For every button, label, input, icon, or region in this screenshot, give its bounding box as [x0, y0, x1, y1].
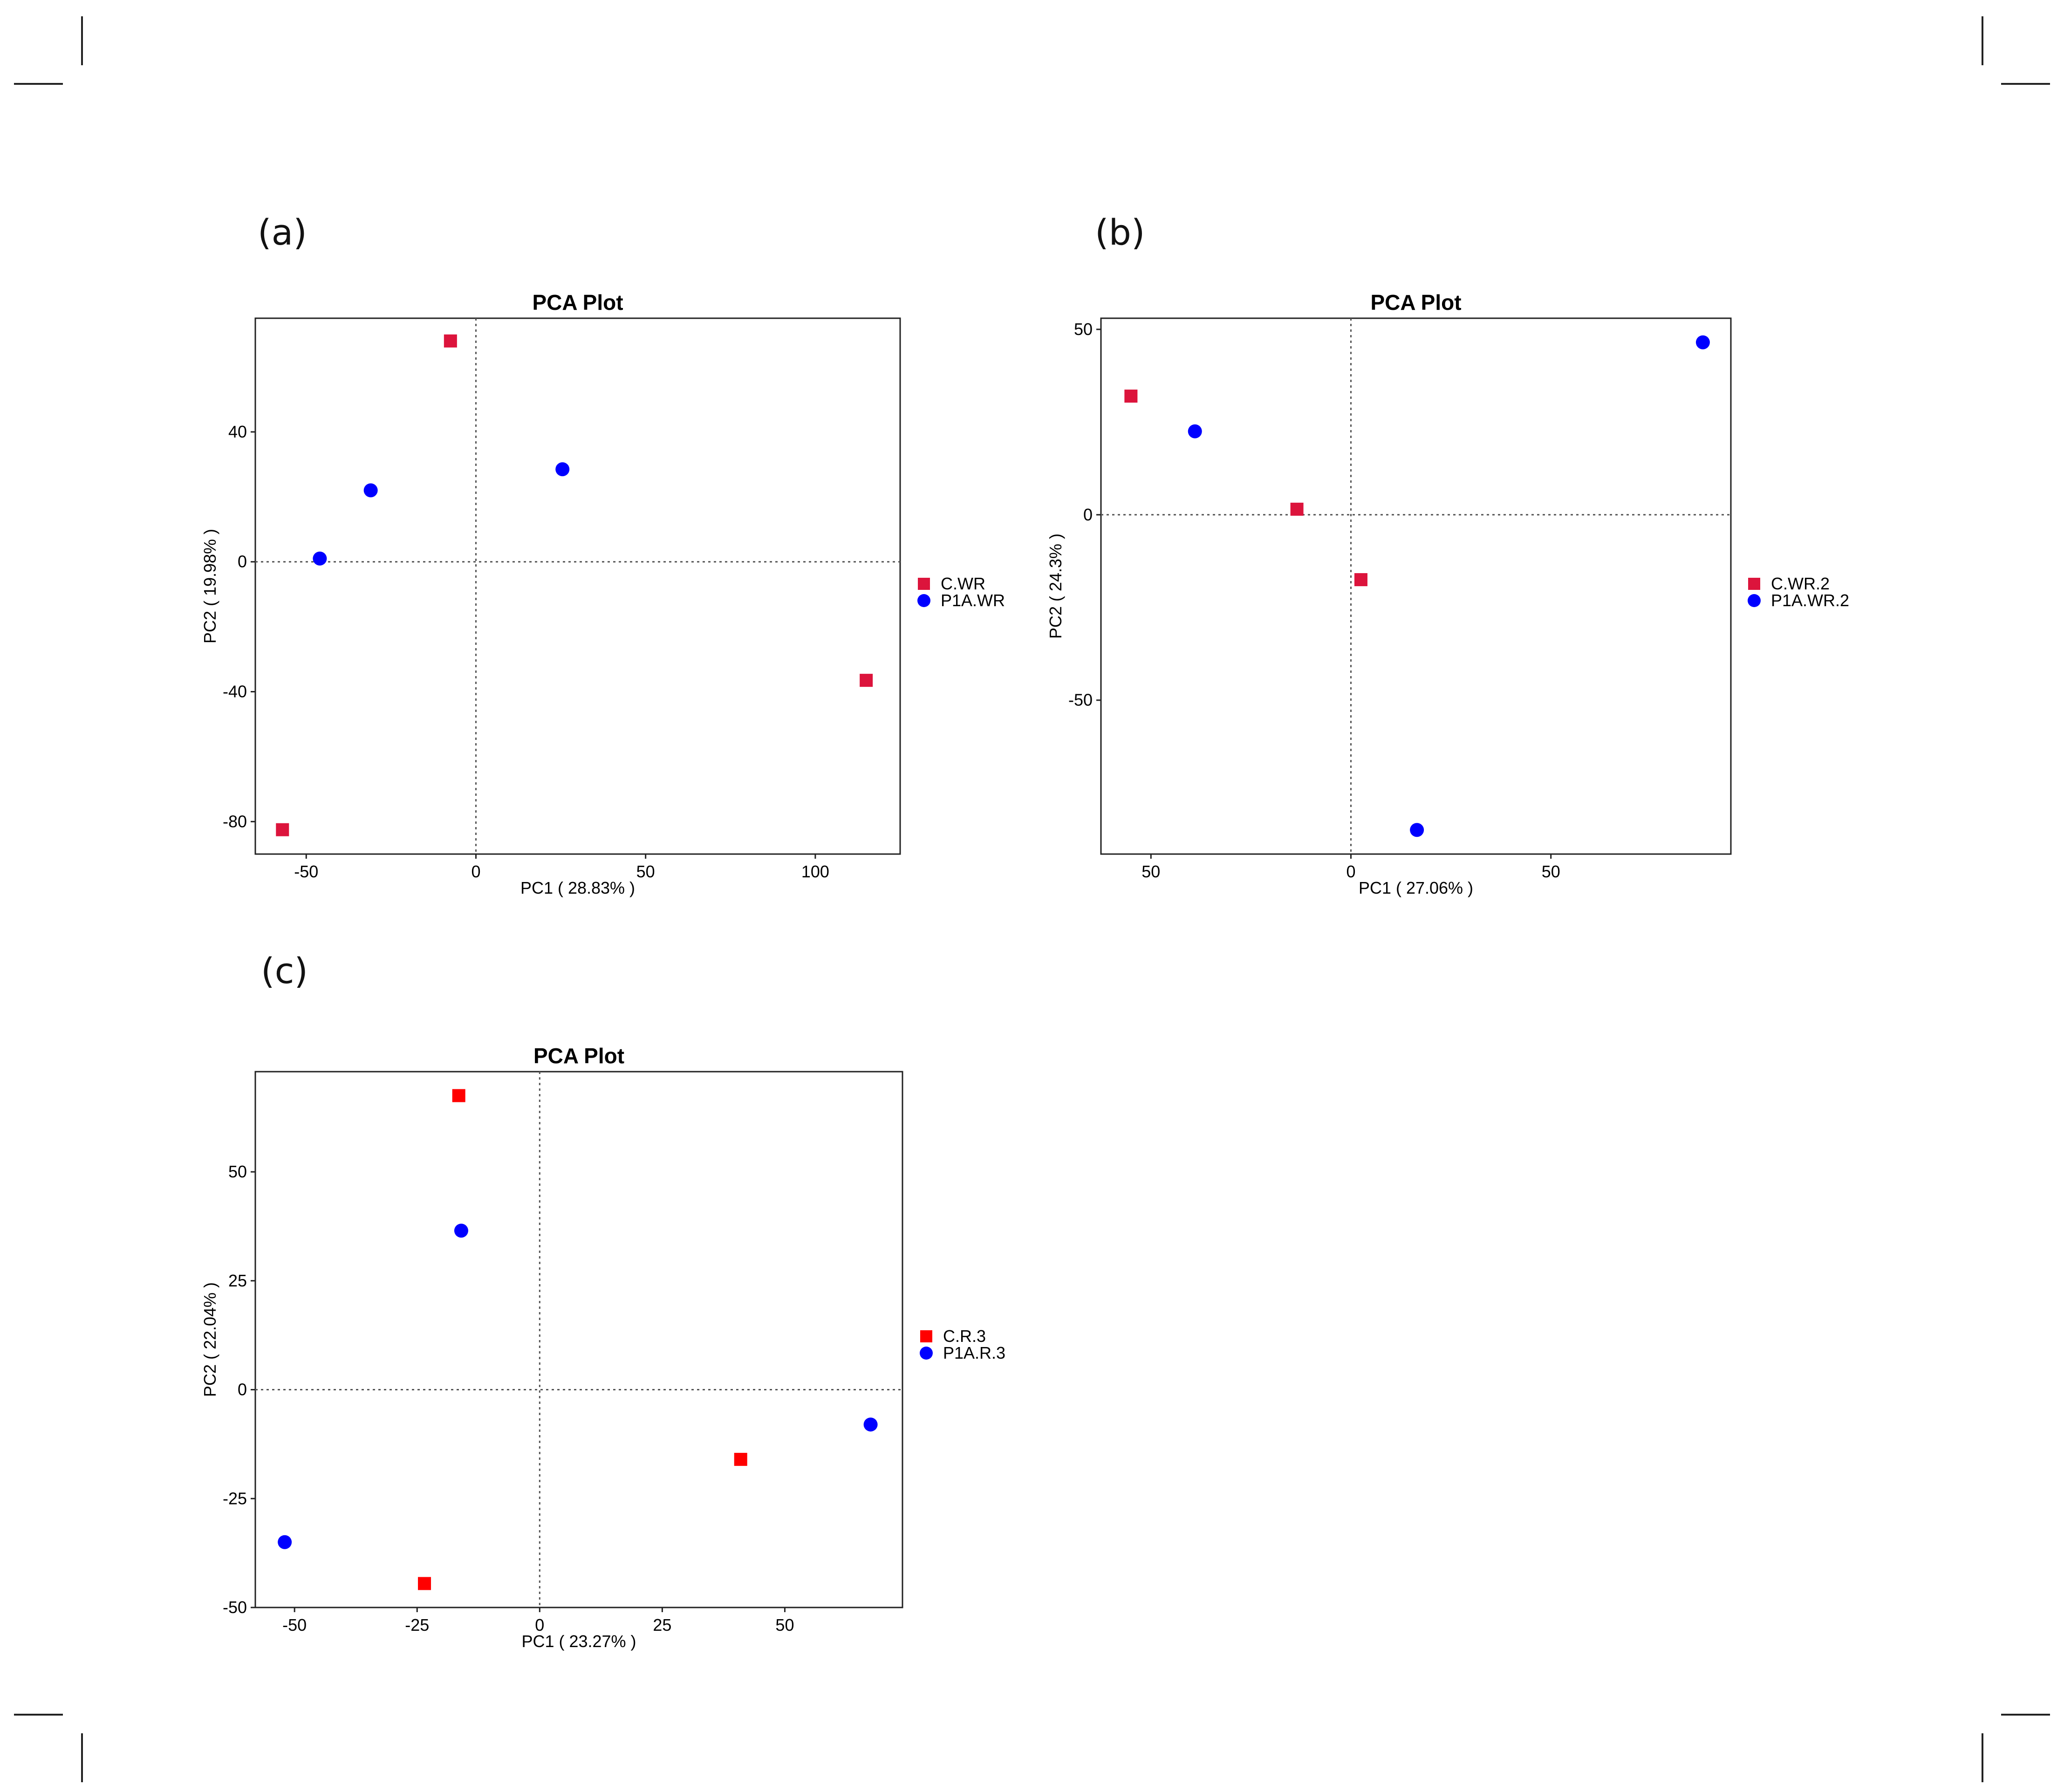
y-tick-label: 40: [228, 422, 247, 441]
data-point-square: [1124, 390, 1138, 403]
x-tick-label: 100: [801, 862, 829, 881]
y-tick-label: 50: [1074, 320, 1093, 339]
pca-panel: (a) PCA Plot -50 0 50 100 -80 -40 0 40 PC1 ( 28.83…: [200, 212, 1005, 897]
y-tick-label: -50: [1068, 691, 1093, 710]
plot-title: PCA Plot: [532, 290, 623, 315]
data-point-circle: [313, 551, 327, 566]
crop-marks: [14, 16, 2050, 1782]
data-point-square: [860, 674, 873, 687]
x-tick-label: 50: [636, 862, 655, 881]
pca-panel: (b) PCA Plot 50 0 50 -50 0 50 PC1 ( 27.06% ) PC2 …: [1046, 212, 1849, 897]
y-axis-label: PC2 ( 19.98% ): [200, 529, 219, 643]
legend-label: P1A.R.3: [943, 1343, 1005, 1362]
data-point-circle: [555, 462, 570, 477]
y-tick-label: -25: [223, 1489, 247, 1508]
data-point-square: [452, 1089, 465, 1102]
plot-frame: [254, 1071, 903, 1608]
plot-frame: [254, 317, 901, 855]
data-point-circle: [363, 483, 378, 498]
y-tick-label: -40: [223, 682, 247, 701]
panel-label: (b): [1095, 212, 1145, 253]
x-axis-label: PC1 ( 28.83% ): [520, 878, 635, 897]
data-point-square: [734, 1453, 747, 1466]
legend-label: P1A.WR: [941, 591, 1005, 610]
legend-key: [917, 594, 930, 607]
legend-key: [918, 578, 930, 590]
legend-key: [1748, 594, 1761, 607]
y-tick-label: -50: [223, 1598, 247, 1617]
y-tick-label: 25: [228, 1271, 247, 1290]
legend-label: C.R.3: [943, 1327, 986, 1346]
x-tick-label: -50: [294, 862, 318, 881]
legend-label: C.WR.2: [1771, 574, 1830, 593]
plot-title: PCA Plot: [1370, 290, 1461, 315]
legend-key: [920, 1330, 932, 1342]
panel-label: (c): [261, 950, 308, 992]
y-tick-label: 0: [238, 552, 247, 571]
data-point-circle: [1695, 335, 1710, 349]
x-tick-label: 50: [1141, 862, 1160, 881]
x-tick-label: -50: [282, 1615, 307, 1635]
data-point-square: [1290, 502, 1304, 516]
legend-key: [920, 1347, 933, 1360]
x-tick-label: 50: [1542, 862, 1560, 881]
y-tick-label: 0: [238, 1380, 247, 1399]
data-point-circle: [454, 1224, 468, 1238]
x-tick-label: 0: [471, 862, 480, 881]
plot-frame: [1100, 317, 1732, 855]
x-axis-label: PC1 ( 23.27% ): [521, 1632, 636, 1651]
data-point-square: [1354, 573, 1367, 587]
panel-label: (a): [258, 212, 307, 253]
data-point-square: [444, 334, 457, 348]
x-tick-label: 0: [535, 1615, 544, 1635]
x-tick-label: -25: [405, 1615, 429, 1635]
x-tick-label: 0: [1346, 862, 1355, 881]
y-axis-label: PC2 ( 24.3% ): [1046, 533, 1065, 639]
legend-key: [1748, 578, 1760, 590]
data-point-circle: [863, 1417, 878, 1432]
y-tick-label: 0: [1083, 505, 1093, 524]
y-axis-label: PC2 ( 22.04% ): [200, 1282, 219, 1397]
data-point-circle: [1410, 823, 1424, 837]
x-tick-label: 25: [653, 1615, 671, 1635]
x-axis-label: PC1 ( 27.06% ): [1359, 878, 1473, 897]
legend-label: P1A.WR.2: [1771, 591, 1849, 610]
plot-title: PCA Plot: [533, 1044, 624, 1068]
pca-panel: (c) PCA Plot -50 -25 0 25 50 -50 -25 0 25 50 PC1 ( 2…: [200, 950, 1005, 1651]
x-tick-label: 50: [775, 1615, 794, 1635]
data-point-square: [418, 1577, 431, 1590]
data-point-circle: [278, 1535, 292, 1549]
data-point-circle: [1188, 424, 1202, 438]
y-tick-label: 50: [228, 1162, 247, 1181]
legend-label: C.WR: [941, 574, 985, 593]
data-point-square: [276, 823, 289, 836]
y-tick-label: -80: [223, 812, 247, 831]
